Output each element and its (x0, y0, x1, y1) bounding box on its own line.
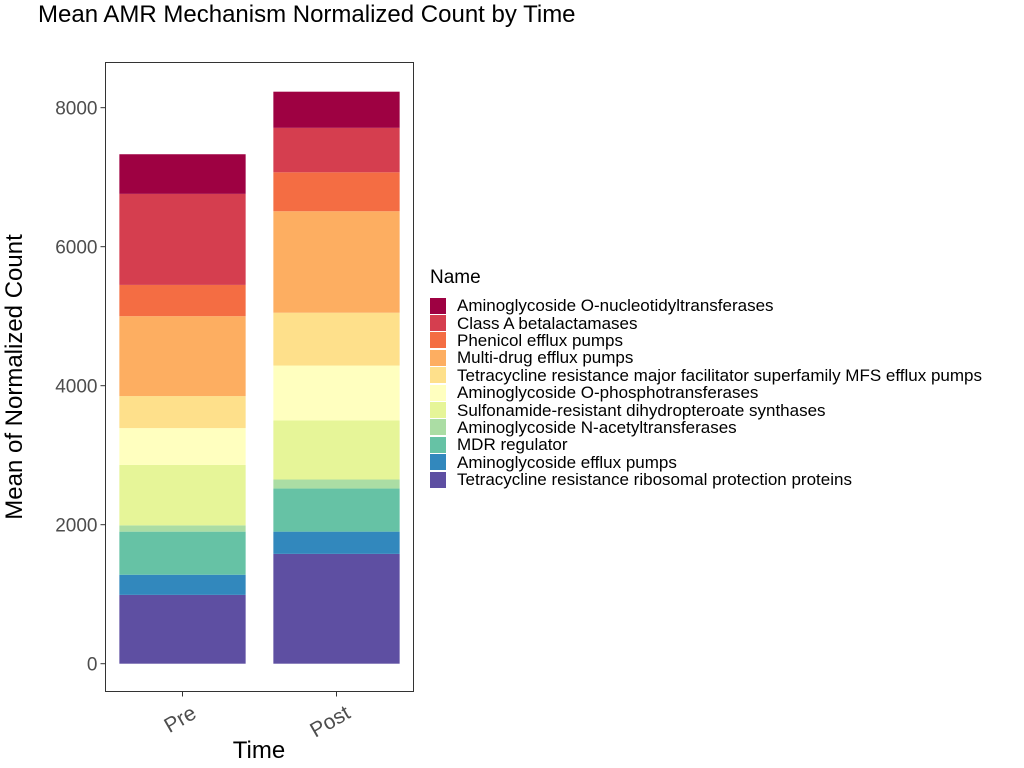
y-tick-label: 4000 (55, 377, 97, 398)
bars-layer (119, 91, 400, 664)
legend-swatch (430, 436, 446, 453)
bar-segment-post-6 (273, 312, 400, 366)
legend-swatch (430, 332, 446, 349)
legend-label: Aminoglycoside efflux pumps (457, 452, 677, 472)
bar-segment-pre-1 (119, 574, 246, 595)
legend-item: Tetracycline resistance ribosomal protec… (430, 471, 982, 488)
x-tick-label-post: Post (306, 701, 354, 742)
bar-segment-pre-0 (119, 594, 246, 664)
bar-segment-post-7 (273, 211, 400, 313)
y-tick-label: 0 (87, 655, 98, 676)
bar-segment-pre-6 (119, 396, 246, 429)
legend-swatch (430, 315, 446, 332)
y-tick-label: 2000 (55, 516, 97, 537)
legend-item: Class A betalactamases (430, 313, 982, 333)
bar-segment-post-4 (273, 420, 400, 480)
legend-item: Aminoglycoside N-acetyltransferases (430, 419, 982, 436)
legend-swatch (430, 402, 446, 419)
bar-segment-post-3 (273, 479, 400, 489)
legend-swatch (430, 367, 446, 384)
legend-item: Phenicol efflux pumps (430, 332, 982, 349)
chart-title: Mean AMR Mechanism Normalized Count by T… (38, 1, 576, 28)
legend-label: Multi-drug efflux pumps (457, 348, 634, 368)
legend-label: Tetracycline resistance major facilitato… (457, 365, 982, 385)
legend-title: Name (430, 267, 481, 288)
bar-segment-post-5 (273, 365, 400, 421)
y-axis: 0 2000 4000 6000 8000 (55, 99, 106, 676)
bar-segment-pre-5 (119, 428, 246, 465)
legend-swatch (430, 454, 446, 471)
legend-items: Aminoglycoside O-nucleotidyltransferases… (430, 297, 982, 488)
legend-swatch (430, 349, 446, 366)
bar-segment-post-0 (273, 553, 400, 664)
bar-segment-pre-9 (119, 193, 246, 285)
bar-segment-pre-8 (119, 284, 246, 317)
panel-border (105, 62, 414, 692)
bar-segment-pre-2 (119, 531, 246, 575)
y-tick-label: 8000 (55, 99, 97, 120)
bar-segment-post-10 (273, 91, 400, 128)
legend-item: Sulfonamide-resistant dihydropteroate sy… (430, 400, 982, 420)
y-tick-label: 6000 (55, 238, 97, 259)
legend-swatch (430, 297, 446, 314)
legend-swatch (430, 419, 446, 436)
bar-segment-pre-3 (119, 525, 246, 532)
legend-item: Aminoglycoside efflux pumps (430, 454, 982, 471)
bar-segment-post-9 (273, 127, 400, 173)
x-axis: Pre Post (160, 691, 354, 742)
x-tick-label-pre: Pre (160, 701, 200, 737)
x-axis-title: Time (233, 737, 285, 764)
bar-segment-post-8 (273, 172, 400, 212)
bar-segment-pre-10 (119, 154, 246, 194)
legend-swatch (430, 471, 446, 488)
bar-segment-post-2 (273, 488, 400, 532)
legend-label: Aminoglycoside N-acetyltransferases (457, 417, 737, 437)
bar-segment-post-1 (273, 531, 400, 554)
y-axis-title: Mean of Normalized Count (1, 234, 28, 520)
legend-item: Aminoglycoside O-phosphotransferases (430, 384, 982, 401)
legend-item: Aminoglycoside O-nucleotidyltransferases (430, 297, 982, 314)
legend-label: Aminoglycoside O-phosphotransferases (457, 383, 759, 403)
legend-item: MDR regulator (430, 436, 982, 453)
legend-label: Phenicol efflux pumps (457, 330, 624, 350)
legend-item: Tetracycline resistance major facilitato… (430, 367, 982, 384)
legend-item: Multi-drug efflux pumps (430, 349, 982, 366)
legend-label: Class A betalactamases (457, 313, 638, 333)
legend-label: MDR regulator (457, 435, 568, 455)
legend-label: Tetracycline resistance ribosomal protec… (457, 470, 852, 490)
legend: Name Aminoglycoside O-nucleotidyltransfe… (430, 266, 982, 488)
bar-segment-pre-7 (119, 316, 246, 397)
legend-label: Sulfonamide-resistant dihydropteroate sy… (457, 400, 826, 420)
legend-swatch (430, 384, 446, 401)
bar-segment-pre-4 (119, 464, 246, 526)
legend-label: Aminoglycoside O-nucleotidyltransferases (457, 296, 774, 316)
